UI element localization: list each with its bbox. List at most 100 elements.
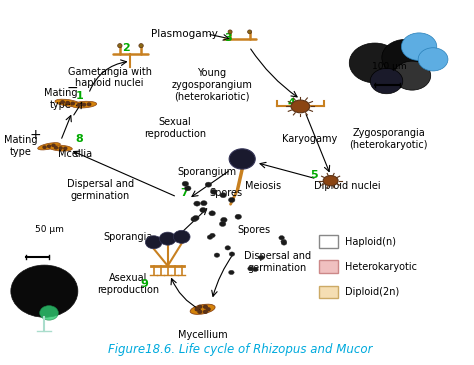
- Circle shape: [370, 68, 403, 94]
- Circle shape: [182, 181, 189, 187]
- Circle shape: [59, 147, 62, 149]
- Circle shape: [201, 201, 207, 206]
- Text: Sporangia: Sporangia: [103, 232, 153, 242]
- Text: 6: 6: [236, 156, 244, 166]
- Text: 8: 8: [75, 134, 83, 144]
- Circle shape: [192, 215, 199, 220]
- Text: 50 μm: 50 μm: [35, 225, 64, 234]
- Circle shape: [173, 230, 190, 243]
- Ellipse shape: [228, 30, 232, 34]
- Circle shape: [203, 305, 207, 308]
- Text: Heterokaryotic: Heterokaryotic: [345, 262, 417, 272]
- Circle shape: [184, 186, 191, 191]
- Ellipse shape: [55, 99, 80, 107]
- Circle shape: [200, 208, 206, 212]
- Circle shape: [259, 255, 264, 260]
- Circle shape: [228, 197, 235, 203]
- Text: Young
zygosporangium
(heterokariotic): Young zygosporangium (heterokariotic): [172, 68, 252, 101]
- Circle shape: [228, 270, 234, 274]
- Text: 1: 1: [75, 91, 83, 101]
- Circle shape: [52, 144, 55, 146]
- Text: Mating
type: Mating type: [4, 135, 38, 157]
- Text: Dispersal and
germination: Dispersal and germination: [67, 179, 134, 200]
- Circle shape: [47, 145, 51, 147]
- Ellipse shape: [38, 143, 60, 150]
- Text: Figure18.6. Life cycle of Rhizopus and Mucor: Figure18.6. Life cycle of Rhizopus and M…: [108, 343, 372, 356]
- Text: Mcellia: Mcellia: [57, 149, 91, 158]
- Circle shape: [210, 189, 217, 195]
- Text: Haploid(n): Haploid(n): [345, 237, 396, 246]
- Text: Gametangia with
haploid nuclei: Gametangia with haploid nuclei: [67, 67, 152, 88]
- Text: Diploid nuclei: Diploid nuclei: [314, 181, 380, 191]
- Circle shape: [281, 239, 286, 244]
- Ellipse shape: [291, 100, 310, 113]
- Circle shape: [43, 146, 46, 149]
- Ellipse shape: [139, 43, 143, 48]
- Circle shape: [219, 222, 226, 227]
- Ellipse shape: [190, 304, 215, 314]
- Text: Spores: Spores: [237, 224, 270, 235]
- Ellipse shape: [71, 101, 97, 108]
- Bar: [319, 260, 337, 273]
- Text: Meiosis: Meiosis: [245, 181, 281, 191]
- Circle shape: [393, 61, 431, 90]
- Circle shape: [349, 43, 401, 83]
- Circle shape: [214, 253, 220, 257]
- Text: 2: 2: [122, 43, 130, 54]
- Text: Dispersal and
germination: Dispersal and germination: [244, 251, 310, 273]
- Circle shape: [401, 33, 437, 61]
- Circle shape: [418, 48, 448, 71]
- Text: Plasmogamy: Plasmogamy: [151, 29, 218, 39]
- Circle shape: [87, 103, 91, 105]
- Ellipse shape: [49, 145, 72, 151]
- Text: +: +: [29, 128, 41, 142]
- Text: Diploid(2n): Diploid(2n): [345, 287, 399, 297]
- Circle shape: [205, 182, 212, 187]
- Circle shape: [77, 104, 81, 106]
- Circle shape: [235, 214, 242, 219]
- Circle shape: [207, 235, 213, 239]
- Bar: [319, 286, 337, 299]
- Circle shape: [220, 218, 227, 222]
- Circle shape: [382, 39, 428, 76]
- Circle shape: [281, 241, 287, 245]
- Circle shape: [220, 193, 227, 198]
- Circle shape: [225, 246, 230, 250]
- Circle shape: [40, 306, 58, 320]
- Text: 100 μm: 100 μm: [372, 62, 406, 71]
- Ellipse shape: [118, 43, 122, 48]
- Circle shape: [253, 267, 258, 272]
- Text: Mycellium: Mycellium: [178, 330, 228, 340]
- Circle shape: [191, 217, 198, 222]
- Text: −: −: [66, 81, 78, 95]
- Circle shape: [159, 232, 176, 245]
- Circle shape: [206, 308, 210, 311]
- Circle shape: [55, 147, 57, 149]
- Text: Karyogamy: Karyogamy: [282, 134, 337, 144]
- Circle shape: [248, 266, 253, 271]
- Circle shape: [71, 102, 74, 105]
- Text: Asexual
reproduction: Asexual reproduction: [97, 273, 159, 295]
- Text: 4: 4: [287, 98, 295, 108]
- Circle shape: [61, 101, 64, 103]
- Bar: [319, 235, 337, 248]
- Text: Spores: Spores: [210, 188, 243, 198]
- Text: 7: 7: [180, 188, 188, 198]
- Circle shape: [64, 147, 67, 150]
- Circle shape: [210, 233, 215, 238]
- Circle shape: [11, 265, 78, 317]
- Text: 3: 3: [224, 32, 232, 43]
- Circle shape: [209, 211, 215, 216]
- Ellipse shape: [247, 30, 252, 34]
- Circle shape: [82, 103, 86, 106]
- Text: 5: 5: [310, 170, 318, 180]
- Ellipse shape: [323, 176, 338, 186]
- Circle shape: [198, 305, 202, 308]
- Text: Zygosporangia
(heterokaryotic): Zygosporangia (heterokaryotic): [349, 128, 428, 150]
- Circle shape: [146, 236, 162, 249]
- Text: Sexual
reproduction: Sexual reproduction: [144, 118, 206, 139]
- Circle shape: [66, 101, 69, 104]
- Circle shape: [279, 236, 284, 240]
- Text: Sporangium: Sporangium: [178, 167, 237, 177]
- Text: Mating
type: Mating type: [44, 88, 77, 110]
